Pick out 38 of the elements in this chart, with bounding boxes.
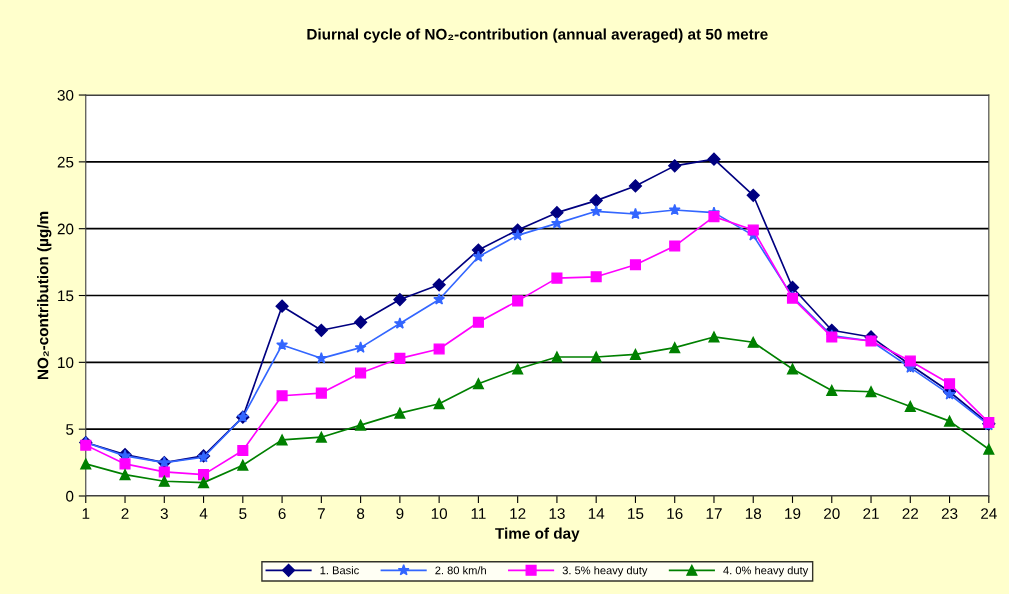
x-tick-label: 8 (357, 508, 365, 520)
legend-label: 3. 5% heavy duty (562, 566, 648, 577)
x-axis-title: Time of day (495, 527, 580, 542)
x-tick-label: 9 (396, 508, 404, 520)
x-tick-label: 18 (745, 508, 762, 520)
x-tick-label: 20 (824, 508, 840, 520)
y-tick-label: 20 (57, 223, 74, 235)
x-tick-label: 23 (941, 508, 958, 520)
y-tick-label: 25 (57, 156, 74, 168)
y-axis-title: NO₂-contribution (µg/m (37, 211, 52, 380)
legend-label: 1. Basic (320, 566, 359, 575)
x-tick-label: 12 (510, 508, 526, 519)
x-tick-label: 21 (863, 508, 879, 519)
y-tick-label: 10 (58, 357, 74, 369)
y-tick-label: 30 (57, 89, 74, 101)
x-tick-label: 16 (667, 508, 683, 520)
x-tick-label: 3 (160, 508, 168, 520)
chart-title: Diurnal cycle of NO₂-contribution (annual averaged) at 50 metre (307, 28, 768, 43)
legend-label: 2. 80 km/h (435, 566, 486, 575)
x-tick-label: 1 (82, 508, 90, 519)
x-tick-label: 14 (588, 508, 605, 519)
y-tick-label: 5 (66, 424, 74, 435)
y-tick-label: 15 (58, 290, 74, 302)
x-tick-label: 19 (785, 508, 801, 520)
x-tick-label: 15 (628, 508, 644, 520)
x-tick-label: 17 (706, 508, 722, 519)
x-tick-label: 6 (278, 508, 286, 520)
x-tick-label: 4 (199, 508, 208, 519)
x-tick-label: 24 (981, 508, 997, 519)
x-tick-label: 11 (471, 508, 486, 519)
x-tick-label: 2 (121, 508, 129, 519)
y-tick-label: 0 (66, 490, 74, 502)
x-tick-label: 5 (239, 508, 247, 520)
x-tick-label: 13 (549, 508, 565, 520)
x-tick-label: 10 (431, 508, 448, 520)
x-tick-label: 7 (317, 508, 325, 519)
legend-label: 4. 0% heavy duty (723, 566, 809, 577)
x-tick-label: 22 (902, 508, 919, 519)
